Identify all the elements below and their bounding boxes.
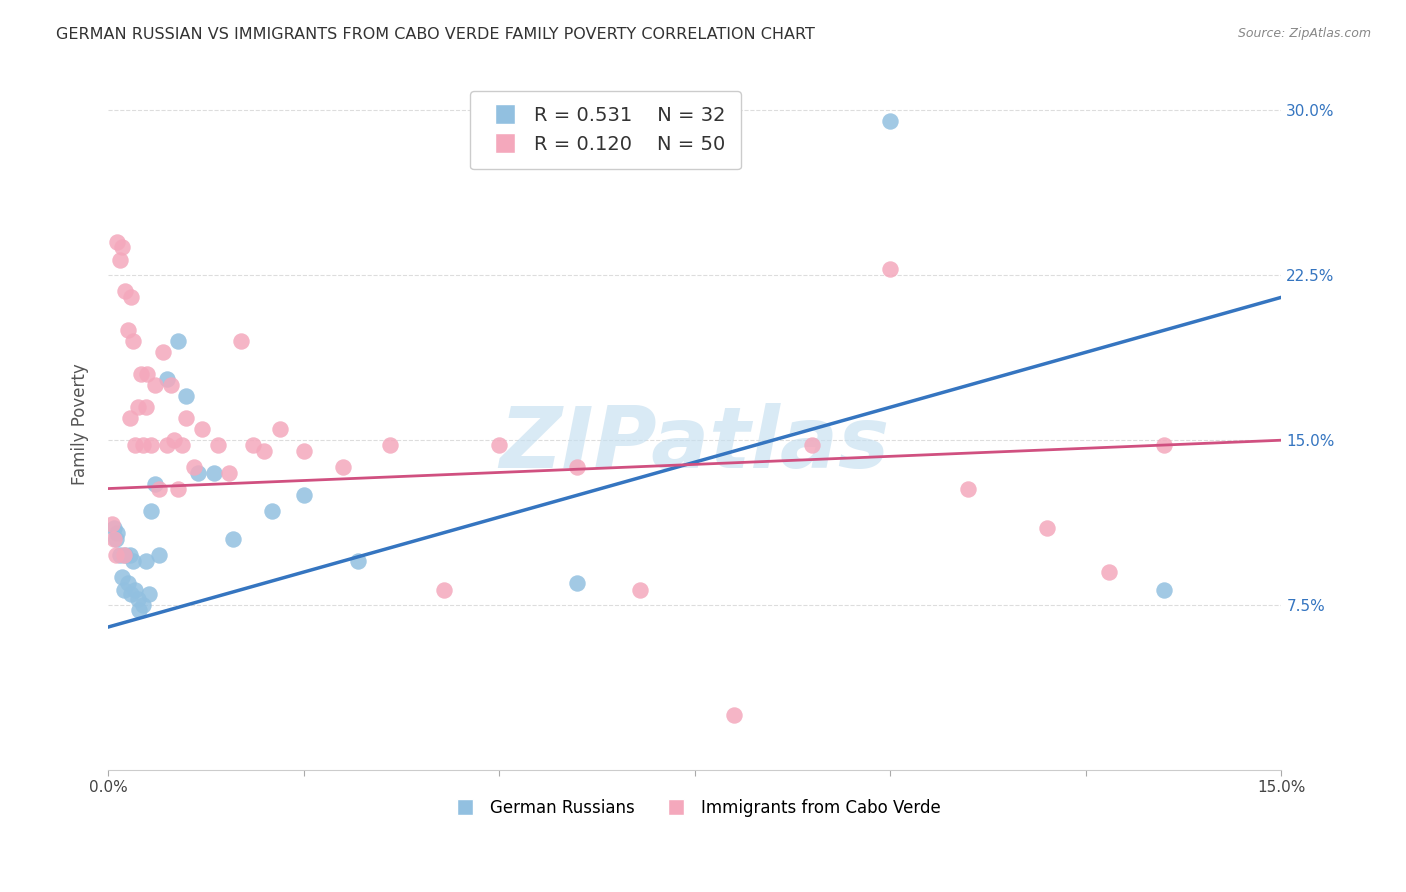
Point bbox=[127, 591, 149, 606]
Point bbox=[143, 477, 166, 491]
Point bbox=[112, 582, 135, 597]
Point bbox=[879, 261, 901, 276]
Point bbox=[347, 554, 370, 568]
Point bbox=[242, 437, 264, 451]
Point bbox=[105, 525, 128, 540]
Point bbox=[114, 548, 136, 562]
Point bbox=[136, 368, 159, 382]
Text: ZIPatlas: ZIPatlas bbox=[499, 403, 890, 486]
Point bbox=[156, 437, 179, 451]
Point bbox=[332, 459, 354, 474]
Point bbox=[135, 554, 157, 568]
Point bbox=[129, 368, 152, 382]
Point bbox=[378, 437, 401, 451]
Point bbox=[202, 466, 225, 480]
Point bbox=[127, 401, 149, 415]
Point bbox=[262, 503, 284, 517]
Point bbox=[163, 434, 186, 448]
Point bbox=[103, 532, 125, 546]
Point bbox=[567, 576, 589, 591]
Point bbox=[187, 466, 209, 480]
Point bbox=[132, 437, 155, 451]
Legend: German Russians, Immigrants from Cabo Verde: German Russians, Immigrants from Cabo Ve… bbox=[441, 793, 948, 824]
Point bbox=[156, 371, 179, 385]
Point bbox=[101, 516, 124, 531]
Point bbox=[148, 548, 170, 562]
Point bbox=[183, 459, 205, 474]
Point bbox=[108, 252, 131, 267]
Point bbox=[128, 602, 150, 616]
Point bbox=[122, 334, 145, 349]
Point bbox=[124, 582, 146, 597]
Y-axis label: Family Poverty: Family Poverty bbox=[72, 363, 89, 484]
Point bbox=[269, 422, 291, 436]
Point bbox=[112, 548, 135, 562]
Point bbox=[139, 503, 162, 517]
Point bbox=[120, 290, 142, 304]
Point bbox=[114, 284, 136, 298]
Point bbox=[117, 323, 139, 337]
Point bbox=[117, 576, 139, 591]
Point bbox=[628, 582, 651, 597]
Point bbox=[174, 411, 197, 425]
Point bbox=[1153, 582, 1175, 597]
Point bbox=[433, 582, 456, 597]
Point bbox=[152, 345, 174, 359]
Point bbox=[167, 482, 190, 496]
Point bbox=[108, 548, 131, 562]
Point bbox=[1153, 437, 1175, 451]
Point bbox=[1098, 565, 1121, 579]
Point bbox=[111, 240, 134, 254]
Point bbox=[1035, 521, 1057, 535]
Point bbox=[191, 422, 214, 436]
Point bbox=[124, 437, 146, 451]
Point bbox=[801, 437, 824, 451]
Point bbox=[105, 235, 128, 250]
Point bbox=[159, 378, 181, 392]
Point bbox=[723, 708, 745, 723]
Point bbox=[118, 548, 141, 562]
Point bbox=[104, 532, 127, 546]
Point bbox=[132, 598, 155, 612]
Point bbox=[148, 482, 170, 496]
Point bbox=[120, 587, 142, 601]
Point bbox=[488, 437, 510, 451]
Text: GERMAN RUSSIAN VS IMMIGRANTS FROM CABO VERDE FAMILY POVERTY CORRELATION CHART: GERMAN RUSSIAN VS IMMIGRANTS FROM CABO V… bbox=[56, 27, 815, 42]
Point bbox=[957, 482, 980, 496]
Point bbox=[879, 114, 901, 128]
Point bbox=[143, 378, 166, 392]
Point bbox=[104, 548, 127, 562]
Point bbox=[222, 532, 245, 546]
Point bbox=[253, 444, 276, 458]
Point bbox=[135, 401, 157, 415]
Point bbox=[167, 334, 190, 349]
Point bbox=[207, 437, 229, 451]
Point bbox=[229, 334, 252, 349]
Point bbox=[111, 569, 134, 583]
Point bbox=[139, 437, 162, 451]
Point bbox=[174, 389, 197, 403]
Point bbox=[292, 444, 315, 458]
Point bbox=[138, 587, 160, 601]
Point bbox=[103, 521, 125, 535]
Point bbox=[218, 466, 240, 480]
Point bbox=[172, 437, 194, 451]
Text: Source: ZipAtlas.com: Source: ZipAtlas.com bbox=[1237, 27, 1371, 40]
Point bbox=[292, 488, 315, 502]
Point bbox=[118, 411, 141, 425]
Point bbox=[122, 554, 145, 568]
Point bbox=[567, 459, 589, 474]
